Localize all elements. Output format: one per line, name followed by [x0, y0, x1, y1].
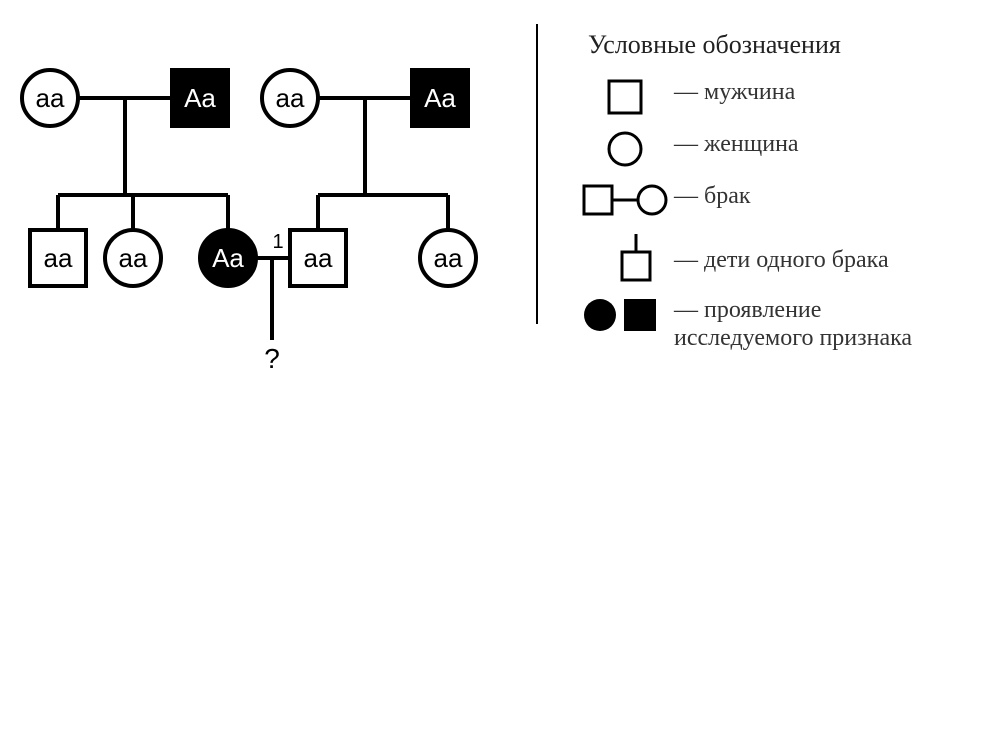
dash-icon: —	[674, 130, 698, 158]
legend-row-marriage: — брак	[580, 182, 934, 218]
genotype-I2: Aa	[184, 83, 216, 113]
genotype-I3: aa	[276, 83, 305, 113]
legend-row-male: — мужчина	[580, 78, 934, 116]
genotype-II4: aa	[304, 243, 333, 273]
genotype-I1: aa	[36, 83, 65, 113]
legend-title: Условные обозначения	[588, 30, 934, 60]
legend-label-children: дети одного брака	[704, 247, 889, 273]
legend-label-affected: проявление исследуемого признака	[674, 297, 912, 351]
legend-text-female: — женщина	[670, 130, 799, 158]
legend-shape-children	[580, 232, 670, 282]
dash-icon: —	[674, 78, 698, 106]
legend-text-male: — мужчина	[670, 78, 795, 106]
dash-icon: —	[674, 182, 698, 210]
legend-text-affected: — проявление исследуемого признака	[670, 296, 934, 352]
genotype-I4: Aa	[424, 83, 456, 113]
question-mark: ?	[264, 343, 280, 374]
pedigree-diagram: aa Aa aa Aa	[0, 40, 520, 385]
legend-row-female: — женщина	[580, 130, 934, 168]
genotype-II1: aa	[44, 243, 73, 273]
legend-label-female: женщина	[704, 131, 799, 157]
legend-shape-marriage	[580, 182, 670, 218]
legend-row-children: — дети одного брака	[580, 232, 934, 282]
legend-row-affected: — проявление исследуемого признака	[580, 296, 934, 352]
legend-label-male: мужчина	[704, 79, 795, 105]
dash-icon: —	[674, 296, 698, 324]
legend-text-marriage: — брак	[670, 182, 751, 210]
dash-icon: —	[674, 246, 698, 274]
legend-shape-affected	[580, 296, 670, 334]
page-root: aa Aa aa Aa	[0, 0, 1000, 750]
pedigree-svg: aa Aa aa Aa	[0, 40, 520, 380]
legend-text-children: — дети одного брака	[670, 232, 889, 274]
genotype-II2: aa	[119, 243, 148, 273]
legend-shape-female	[580, 130, 670, 168]
legend-panel: Условные обозначения — мужчина — женщина	[580, 30, 934, 366]
marriage-label-1: 1	[272, 231, 283, 253]
genotype-II3: Aa	[212, 243, 244, 273]
legend-label-marriage: брак	[704, 183, 751, 209]
legend-shape-male	[580, 78, 670, 116]
vertical-divider	[535, 24, 539, 324]
genotype-II5: aa	[434, 243, 463, 273]
